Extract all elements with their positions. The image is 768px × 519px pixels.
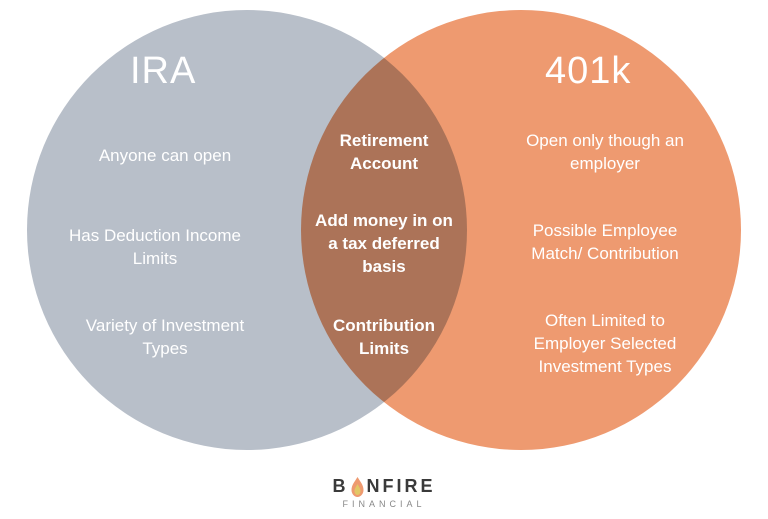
venn-diagram: IRA 401k Anyone can open Has Deduction I… [0, 0, 768, 460]
brand-text-right: NFIRE [367, 476, 436, 497]
brand-subtitle: FINANCIAL [333, 499, 436, 509]
left-item: Variety of Investment Types [75, 315, 255, 361]
right-item: Often Limited to Employer Selected Inves… [510, 310, 700, 379]
left-item: Anyone can open [75, 145, 255, 168]
right-heading: 401k [545, 50, 631, 93]
brand-logo: B NFIRE FINANCIAL [333, 476, 436, 509]
center-item: Add money in on a tax deferred basis [309, 210, 459, 279]
right-item: Possible Employee Match/ Contribution [515, 220, 695, 266]
brand-name: B NFIRE [333, 476, 436, 497]
center-item: Retirement Account [309, 130, 459, 176]
flame-icon [351, 477, 365, 497]
left-heading: IRA [130, 50, 196, 93]
center-item: Contribution Limits [309, 315, 459, 361]
brand-text-left: B [333, 476, 349, 497]
left-item: Has Deduction Income Limits [65, 225, 245, 271]
right-item: Open only though an employer [515, 130, 695, 176]
